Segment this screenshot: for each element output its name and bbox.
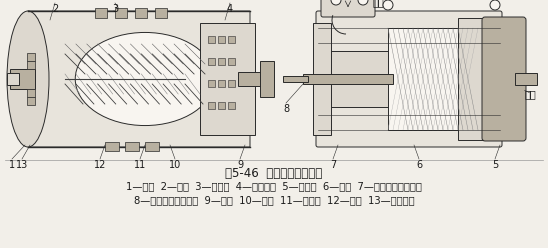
FancyBboxPatch shape xyxy=(482,17,526,141)
FancyBboxPatch shape xyxy=(321,0,375,17)
Text: 9: 9 xyxy=(237,160,243,170)
Bar xyxy=(208,36,215,43)
Text: 4: 4 xyxy=(227,4,233,14)
Text: 2: 2 xyxy=(52,4,58,14)
Bar xyxy=(208,58,215,65)
Bar xyxy=(155,8,167,18)
Bar xyxy=(228,102,235,109)
Bar xyxy=(228,80,235,87)
Bar xyxy=(200,23,255,135)
Text: 8: 8 xyxy=(283,104,289,114)
Text: 排气: 排气 xyxy=(525,89,536,99)
Text: 图5-46  开启式螺杆压缩机: 图5-46 开启式螺杆压缩机 xyxy=(225,167,323,180)
Bar xyxy=(208,102,215,109)
Bar xyxy=(10,69,35,89)
Bar xyxy=(218,58,225,65)
Bar xyxy=(218,36,225,43)
Bar xyxy=(388,28,463,130)
Bar xyxy=(313,23,331,135)
Circle shape xyxy=(383,0,393,10)
Ellipse shape xyxy=(7,11,49,147)
Bar xyxy=(27,53,35,61)
Text: 8—输气量调节指示器  9—轴封  10—轴承  11—阳转子  12—气缸  13—平衡活塞: 8—输气量调节指示器 9—轴封 10—轴承 11—阳转子 12—气缸 13—平衡… xyxy=(134,195,414,205)
FancyBboxPatch shape xyxy=(316,11,502,147)
Bar xyxy=(95,8,107,18)
Text: 3: 3 xyxy=(112,4,118,14)
Bar xyxy=(125,142,139,151)
Text: 12: 12 xyxy=(94,160,106,170)
Text: 10: 10 xyxy=(169,160,181,170)
Bar xyxy=(27,89,35,97)
Text: 6: 6 xyxy=(416,160,422,170)
FancyBboxPatch shape xyxy=(28,11,250,147)
Bar xyxy=(27,61,35,69)
Bar xyxy=(115,8,127,18)
Bar xyxy=(208,80,215,87)
Bar xyxy=(228,58,235,65)
Text: 吸气: 吸气 xyxy=(373,0,385,7)
Bar xyxy=(238,72,273,86)
Bar xyxy=(218,80,225,87)
Bar xyxy=(260,61,274,97)
Bar xyxy=(135,8,147,18)
Ellipse shape xyxy=(75,32,215,125)
Text: 1: 1 xyxy=(9,160,15,170)
Text: 1—油缸  2—轴承  3—阴转子  4—止推轴承  5—喷油孔  6—滑阀  7—输气量调节油活塞: 1—油缸 2—轴承 3—阴转子 4—止推轴承 5—喷油孔 6—滑阀 7—输气量调… xyxy=(126,181,422,191)
Bar xyxy=(145,142,159,151)
Bar xyxy=(515,73,537,85)
Text: 7: 7 xyxy=(330,160,336,170)
Bar xyxy=(318,51,398,107)
Circle shape xyxy=(358,0,368,5)
Bar xyxy=(105,142,119,151)
Text: 11: 11 xyxy=(134,160,146,170)
Text: 13: 13 xyxy=(16,160,28,170)
Circle shape xyxy=(331,0,341,5)
Bar xyxy=(458,18,508,140)
Circle shape xyxy=(490,0,500,10)
Bar xyxy=(303,74,393,84)
Bar xyxy=(27,97,35,105)
Bar xyxy=(218,102,225,109)
Text: 5: 5 xyxy=(492,160,498,170)
Bar xyxy=(228,36,235,43)
Bar xyxy=(283,76,308,82)
Bar xyxy=(7,73,19,85)
